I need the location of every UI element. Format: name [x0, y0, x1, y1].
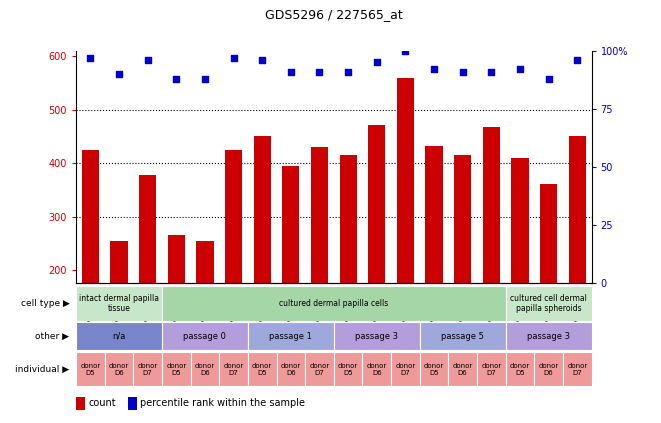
Text: donor
D5: donor D5	[80, 363, 100, 376]
Bar	[368, 124, 385, 283]
Text: donor
D7: donor D7	[395, 363, 416, 376]
Text: donor
D5: donor D5	[252, 363, 272, 376]
Bar	[76, 322, 162, 351]
Bar	[305, 352, 334, 386]
Point	[543, 75, 554, 82]
Text: donor
D6: donor D6	[195, 363, 215, 376]
Point	[228, 54, 239, 61]
Bar	[506, 322, 592, 351]
Point	[114, 71, 124, 77]
Bar	[225, 150, 242, 283]
Text: cultured cell dermal
papilla spheroids: cultured cell dermal papilla spheroids	[510, 294, 587, 313]
Text: donor
D5: donor D5	[510, 363, 530, 376]
Bar	[168, 235, 185, 283]
Text: donor
D6: donor D6	[453, 363, 473, 376]
Text: other ▶: other ▶	[36, 332, 69, 341]
Bar	[76, 397, 85, 410]
Text: passage 5: passage 5	[442, 332, 484, 341]
Point	[429, 66, 440, 73]
Text: donor
D7: donor D7	[567, 363, 588, 376]
Text: intact dermal papilla
tissue: intact dermal papilla tissue	[79, 294, 159, 313]
Text: donor
D7: donor D7	[137, 363, 158, 376]
Text: cultured dermal papilla cells: cultured dermal papilla cells	[279, 299, 389, 308]
Bar	[540, 184, 557, 283]
Point	[314, 68, 325, 75]
Bar	[477, 352, 506, 386]
Bar	[534, 352, 563, 386]
Bar	[448, 352, 477, 386]
Bar	[128, 397, 137, 410]
Point	[257, 57, 268, 63]
Bar	[340, 155, 357, 283]
Bar	[362, 352, 391, 386]
Bar	[311, 147, 328, 283]
Point	[343, 68, 354, 75]
Bar	[248, 322, 334, 351]
Text: donor
D7: donor D7	[481, 363, 502, 376]
Bar	[483, 127, 500, 283]
Bar	[454, 155, 471, 283]
Bar	[397, 77, 414, 283]
Point	[515, 66, 525, 73]
Bar	[134, 352, 162, 386]
Text: individual ▶: individual ▶	[15, 365, 69, 374]
Text: donor
D5: donor D5	[166, 363, 186, 376]
Bar	[391, 352, 420, 386]
Text: donor
D6: donor D6	[281, 363, 301, 376]
Bar	[334, 322, 420, 351]
Point	[85, 54, 96, 61]
Bar	[426, 146, 443, 283]
Text: GDS5296 / 227565_at: GDS5296 / 227565_at	[265, 8, 403, 21]
Bar	[190, 352, 219, 386]
Point	[486, 68, 496, 75]
Bar	[282, 166, 299, 283]
Text: donor
D6: donor D6	[367, 363, 387, 376]
Text: donor
D7: donor D7	[309, 363, 330, 376]
Point	[572, 57, 582, 63]
Bar	[254, 136, 271, 283]
Point	[400, 47, 410, 54]
Text: passage 3: passage 3	[527, 332, 570, 341]
Point	[286, 68, 296, 75]
Bar	[334, 352, 362, 386]
Text: count: count	[89, 398, 116, 408]
Bar	[563, 352, 592, 386]
Bar	[139, 175, 156, 283]
Bar	[162, 286, 506, 321]
Text: donor
D5: donor D5	[338, 363, 358, 376]
Bar	[82, 150, 99, 283]
Text: passage 3: passage 3	[355, 332, 399, 341]
Text: donor
D5: donor D5	[424, 363, 444, 376]
Bar	[162, 352, 190, 386]
Point	[457, 68, 468, 75]
Bar	[162, 322, 248, 351]
Text: passage 0: passage 0	[184, 332, 226, 341]
Bar	[420, 352, 448, 386]
Point	[142, 57, 153, 63]
Text: cell type ▶: cell type ▶	[20, 299, 69, 308]
Bar	[568, 136, 586, 283]
Bar	[276, 352, 305, 386]
Bar	[76, 286, 162, 321]
Point	[200, 75, 210, 82]
Bar	[219, 352, 248, 386]
Text: passage 1: passage 1	[270, 332, 312, 341]
Text: n/a: n/a	[112, 332, 126, 341]
Bar	[506, 352, 534, 386]
Bar	[104, 352, 134, 386]
Bar	[196, 241, 214, 283]
Text: percentile rank within the sample: percentile rank within the sample	[141, 398, 305, 408]
Point	[371, 59, 382, 66]
Text: donor
D6: donor D6	[539, 363, 559, 376]
Bar	[420, 322, 506, 351]
Bar	[76, 352, 104, 386]
Bar	[110, 241, 128, 283]
Bar	[512, 158, 529, 283]
Bar	[248, 352, 276, 386]
Point	[171, 75, 182, 82]
Text: donor
D6: donor D6	[109, 363, 129, 376]
Bar	[506, 286, 592, 321]
Text: donor
D7: donor D7	[223, 363, 244, 376]
